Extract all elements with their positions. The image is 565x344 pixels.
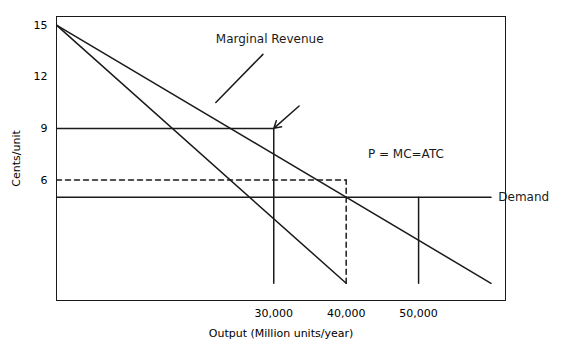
svg-text:Cents/unit: Cents/unit (10, 130, 23, 187)
svg-text:15: 15 (34, 19, 48, 32)
svg-text:Marginal Revenue: Marginal Revenue (216, 32, 324, 46)
svg-text:50,000: 50,000 (399, 307, 438, 320)
svg-text:12: 12 (34, 70, 48, 83)
svg-text:30,000: 30,000 (255, 307, 294, 320)
svg-text:40,000: 40,000 (327, 307, 366, 320)
svg-text:Demand: Demand (498, 190, 550, 205)
svg-text:9: 9 (41, 122, 48, 135)
svg-text:6: 6 (41, 174, 48, 187)
svg-text:Output (Million units/year): Output (Million units/year) (209, 327, 354, 340)
svg-text:P = MC=ATC: P = MC=ATC (368, 147, 444, 161)
